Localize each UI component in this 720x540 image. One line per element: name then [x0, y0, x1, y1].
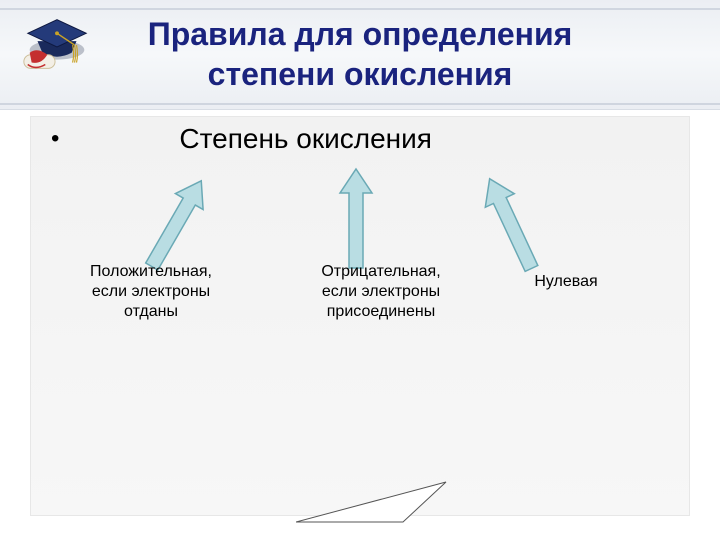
page-title: Правила для определения степени окислени…: [0, 14, 720, 94]
bullet-row: • Степень окисления: [51, 123, 432, 155]
title-line-1: Правила для определения: [0, 14, 720, 54]
title-line-2: степени окисления: [0, 54, 720, 94]
page-turn-decoration: [296, 452, 456, 532]
content-area: • Степень окисления Положительная, если …: [30, 116, 690, 516]
subtitle-text: Степень окисления: [179, 123, 432, 155]
bullet-icon: •: [51, 125, 59, 153]
label-negative: Отрицательная, если электроны присоедине…: [301, 262, 461, 322]
arrow-right-icon: [466, 166, 556, 282]
label-positive: Положительная, если электроны отданы: [71, 262, 231, 322]
label-zero: Нулевая: [511, 272, 621, 292]
arrow-middle-icon: [331, 167, 381, 272]
